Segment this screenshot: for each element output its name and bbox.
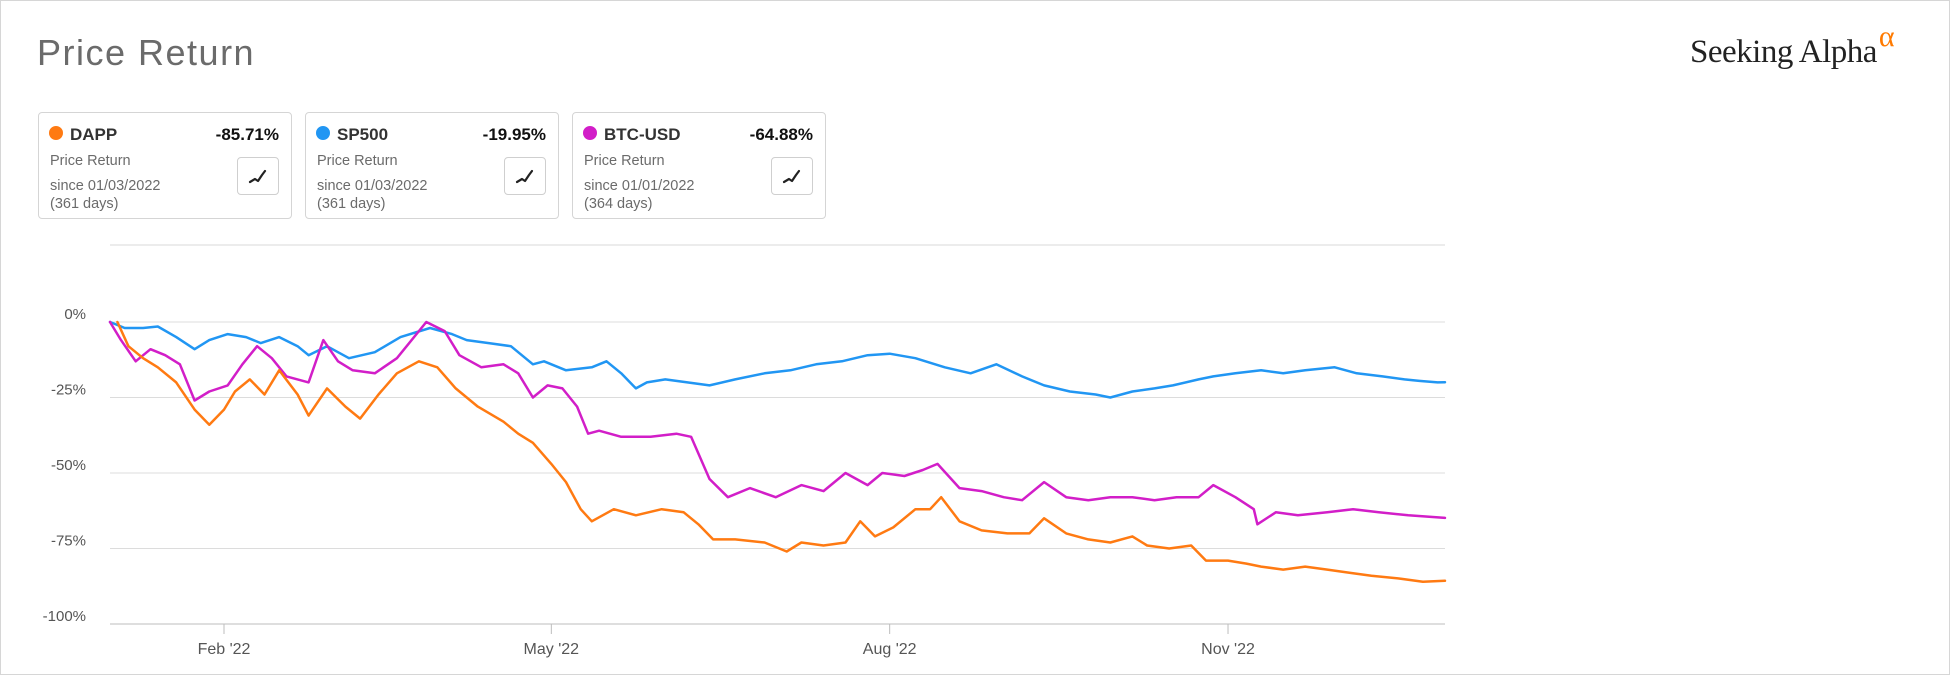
series-dot-icon	[49, 126, 63, 140]
metric-label: Price Return	[50, 153, 131, 169]
y-tick-label: -50%	[51, 457, 86, 474]
return-value: -64.88%	[749, 125, 813, 144]
day-count: (361 days)	[317, 196, 386, 212]
grid-lines	[110, 244, 1445, 625]
seeking-alpha-logo[interactable]: Seeking Alphaα	[1690, 20, 1895, 71]
y-tick-label: -100%	[43, 608, 86, 625]
y-tick-label: -25%	[51, 382, 86, 399]
period-text: since 01/03/2022 (361 days)	[317, 177, 427, 213]
x-tick-label: Aug '22	[863, 641, 917, 658]
ticker-label: BTC-USD	[604, 125, 681, 144]
series-line-dapp[interactable]	[116, 320, 1447, 583]
series-line-btc-usd[interactable]	[108, 320, 1447, 526]
line-chart-icon-button[interactable]	[237, 157, 279, 195]
line-chart-icon	[515, 169, 534, 184]
legend-card-sp500[interactable]: SP500 -19.95% Price Return since 01/03/2…	[305, 112, 559, 219]
series-line-sp500[interactable]	[108, 320, 1447, 399]
series-lines	[108, 320, 1447, 583]
return-value: -19.95%	[482, 125, 546, 144]
since-date: since 01/01/2022	[584, 178, 695, 194]
y-tick-label: 0%	[64, 306, 86, 323]
y-axis: 0% -25% -50% -75% -100%	[43, 306, 86, 625]
ticker-label: DAPP	[70, 125, 118, 144]
alpha-icon: α	[1878, 20, 1895, 53]
legend-card-dapp[interactable]: DAPP -85.71% Price Return since 01/03/20…	[38, 112, 292, 219]
x-tick-label: Feb '22	[198, 641, 251, 658]
series-dot-icon	[583, 126, 597, 140]
y-tick-label: -75%	[51, 533, 86, 550]
page-title: Price Return	[37, 32, 256, 73]
x-tick-label: Nov '22	[1201, 641, 1255, 658]
x-axis: Feb '22 May '22 Aug '22 Nov '22	[198, 624, 1255, 658]
legend-card-btc-usd[interactable]: BTC-USD -64.88% Price Return since 01/01…	[572, 112, 826, 219]
line-chart-icon	[248, 169, 267, 184]
return-value: -85.71%	[215, 125, 279, 144]
period-text: since 01/01/2022 (364 days)	[584, 177, 694, 213]
ticker-label: SP500	[337, 125, 389, 144]
metric-label: Price Return	[584, 153, 665, 169]
logo-text: Seeking Alpha	[1690, 34, 1877, 70]
line-chart-icon-button[interactable]	[504, 157, 546, 195]
since-date: since 01/03/2022	[50, 178, 161, 194]
since-date: since 01/03/2022	[317, 178, 428, 194]
day-count: (361 days)	[50, 196, 119, 212]
day-count: (364 days)	[584, 196, 653, 212]
period-text: since 01/03/2022 (361 days)	[50, 177, 160, 213]
x-tick-label: May '22	[524, 641, 580, 658]
line-chart-icon	[782, 169, 801, 184]
metric-label: Price Return	[317, 153, 398, 169]
line-chart-icon-button[interactable]	[771, 157, 813, 195]
series-dot-icon	[316, 126, 330, 140]
